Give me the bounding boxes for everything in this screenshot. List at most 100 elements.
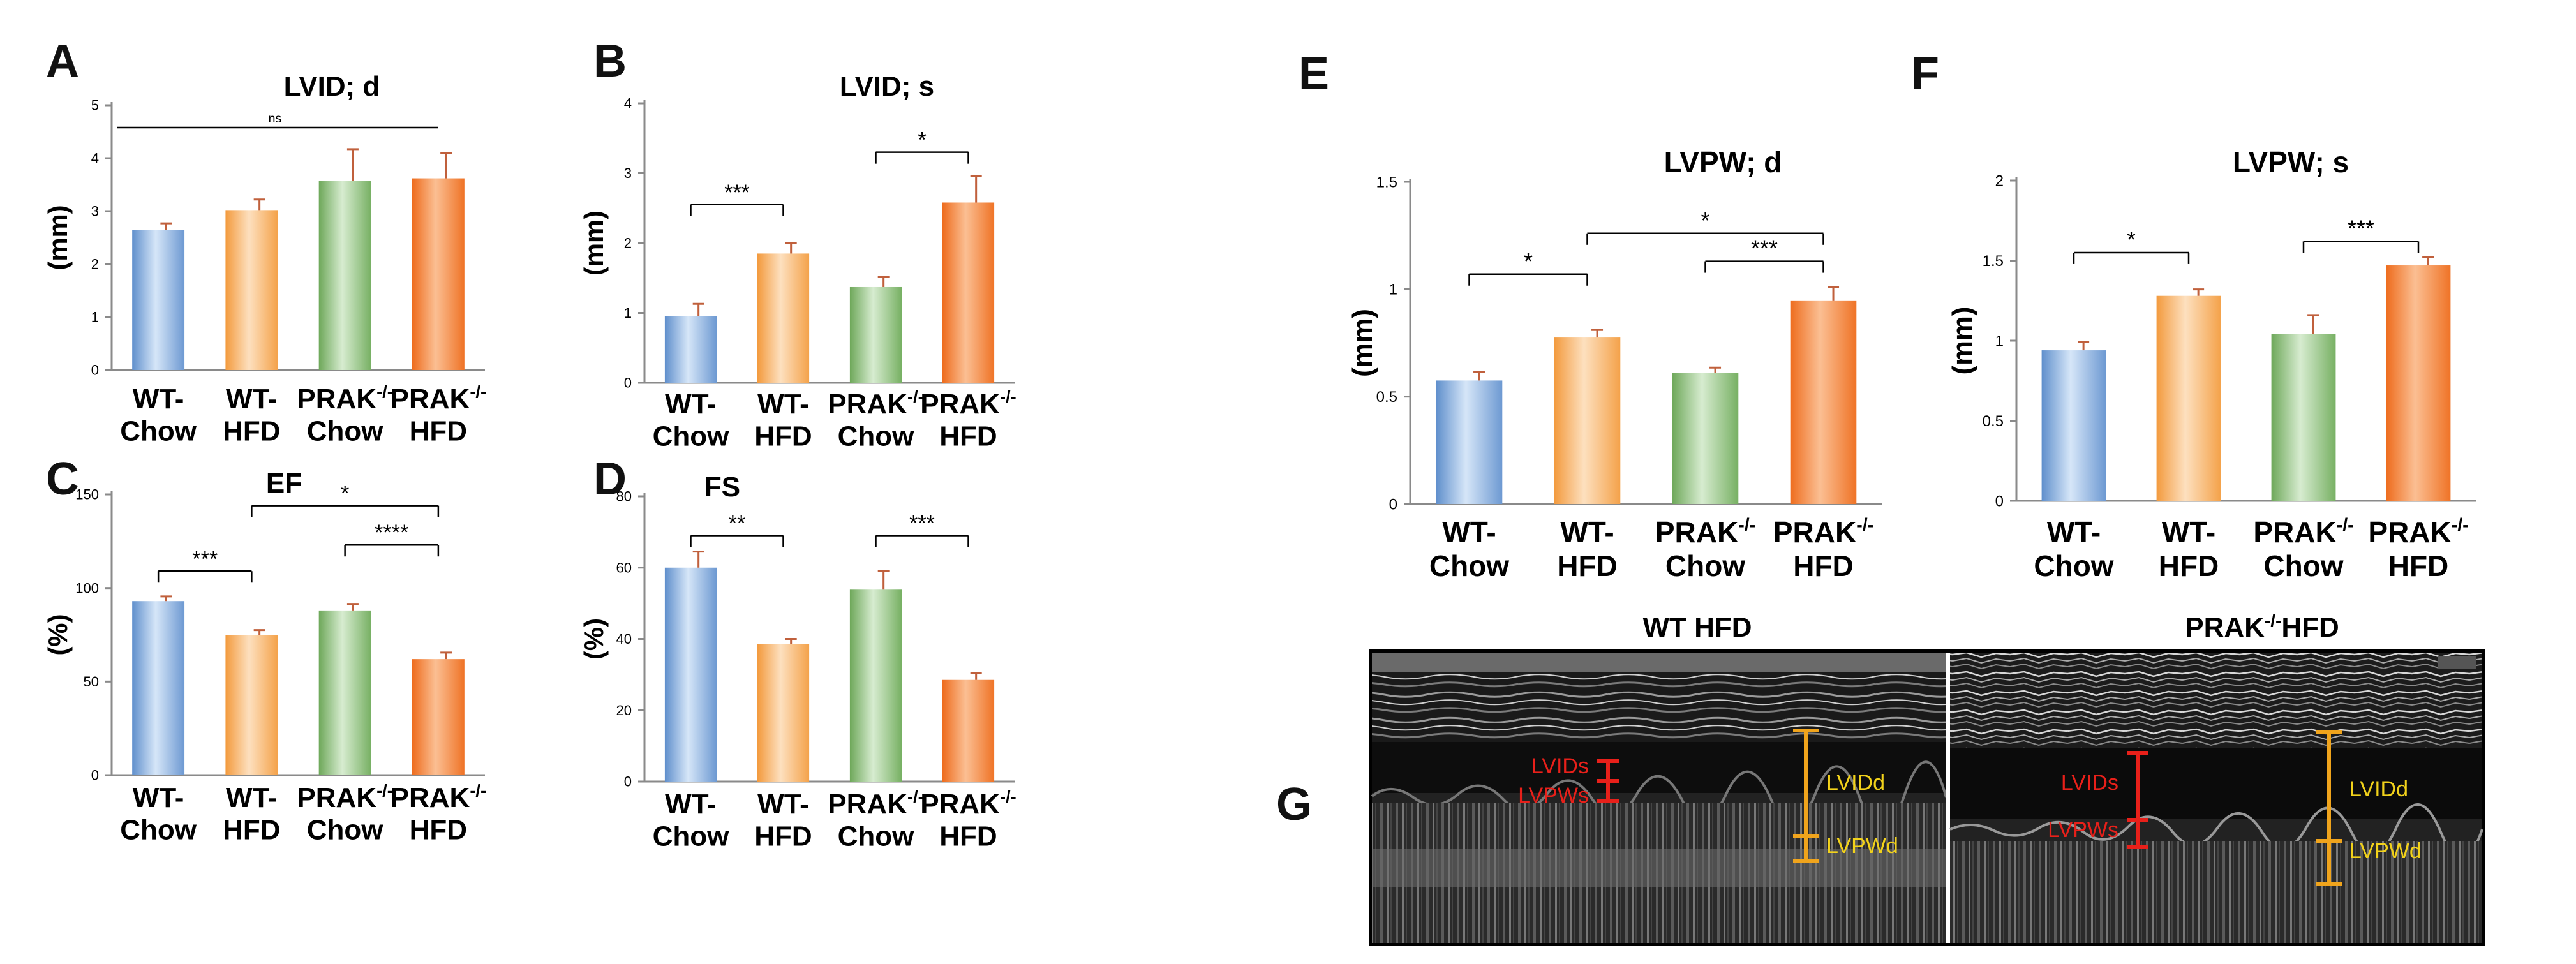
echo-right-title-sup: -/- — [2265, 611, 2281, 630]
echo-panel: WT HFD PRAK-/-HFD — [1369, 611, 2485, 946]
panel-letter-g: G — [1276, 779, 1312, 830]
significance-label: **** — [375, 521, 408, 545]
category-label: HFD — [410, 815, 467, 846]
lvids-label-right: LVIDs — [2061, 771, 2118, 795]
y-tick-label: 40 — [616, 631, 632, 647]
bar-prak-hfd — [412, 659, 465, 775]
y-tick-label: 1.5 — [1983, 253, 2004, 270]
category-label: HFD — [2388, 549, 2449, 582]
category-label: PRAK-/- — [920, 387, 1016, 420]
category-label: Chow — [1429, 549, 1509, 582]
y-tick-label: 1 — [91, 309, 99, 325]
y-tick-label: 150 — [75, 487, 99, 503]
bar-prak-chow — [318, 181, 371, 370]
category-label: Chow — [120, 416, 197, 447]
category-label: Chow — [2034, 549, 2113, 582]
chart-title: EF — [266, 468, 302, 499]
panel-letter-b: B — [593, 36, 627, 87]
echo-divider — [1946, 653, 1950, 943]
bar-prak-hfd — [1790, 300, 1857, 504]
category-label: WT- — [757, 789, 809, 820]
bar-wt-chow — [132, 601, 185, 775]
y-tick-label: 4 — [624, 96, 632, 112]
category-label: PRAK-/- — [828, 787, 923, 820]
bar-wt-hfd — [757, 253, 810, 383]
bar-prak-chow — [1672, 373, 1739, 504]
category-label: PRAK-/- — [2253, 515, 2353, 549]
category-label: WT- — [665, 389, 717, 420]
bar-wt-hfd — [225, 635, 278, 775]
panel-letter-a: A — [46, 36, 79, 87]
category-label: Chow — [2263, 549, 2343, 582]
category-label: PRAK-/- — [828, 387, 923, 420]
category-label: HFD — [223, 416, 280, 447]
significance-label: *** — [1751, 236, 1778, 262]
y-tick-label: 0.5 — [1983, 413, 2004, 430]
echo-left-title: WT HFD — [1642, 612, 1752, 643]
y-tick-label: 0 — [91, 767, 99, 783]
y-tick-label: 3 — [91, 204, 99, 219]
bar-wt-hfd — [225, 210, 278, 370]
bar-prak-chow — [849, 589, 902, 782]
category-label: WT- — [665, 789, 717, 820]
y-axis-label: (mm) — [579, 211, 609, 276]
y-tick-label: 2 — [624, 235, 632, 251]
category-label: Chow — [307, 416, 384, 447]
chart-fs: 020406080(%)FSWT-ChowWT-HFDPRAK-/-ChowPR… — [579, 471, 1016, 852]
y-tick-label: 0 — [624, 375, 632, 391]
category-label: HFD — [939, 821, 997, 852]
echo-image-wt-hfd — [1371, 653, 1947, 943]
category-label: PRAK-/- — [391, 382, 486, 415]
lvidd-marker-left — [1793, 729, 1819, 863]
category-label: Chow — [120, 815, 197, 846]
category-label: HFD — [1557, 549, 1618, 582]
category-label: PRAK-/- — [297, 780, 392, 813]
y-tick-label: 2 — [91, 256, 99, 272]
category-label: WT- — [133, 782, 184, 813]
category-label: Chow — [653, 421, 730, 452]
y-tick-label: 20 — [616, 702, 632, 718]
category-label: HFD — [410, 416, 467, 447]
lvpwd-label-right: LVPWd — [2349, 839, 2422, 863]
significance-label: * — [1524, 249, 1533, 274]
chart-title: LVPW; d — [1664, 145, 1782, 179]
category-label: WT- — [133, 383, 184, 415]
category-label: Chow — [307, 815, 384, 846]
category-label: PRAK-/- — [297, 382, 392, 415]
significance-label: *** — [724, 181, 750, 205]
y-tick-label: 80 — [616, 489, 632, 505]
lvpwd-label-left: LVPWd — [1826, 834, 1898, 858]
category-label: PRAK-/- — [2368, 515, 2468, 549]
y-axis-label: (mm) — [1347, 309, 1378, 377]
y-axis-label: (%) — [43, 614, 73, 655]
bar-prak-hfd — [942, 679, 995, 782]
echo-right-title-tail: HFD — [2281, 612, 2339, 643]
bar-prak-hfd — [942, 202, 995, 383]
chart-title: FS — [704, 471, 740, 503]
significance-label: * — [918, 128, 926, 152]
category-label: HFD — [754, 421, 812, 452]
bar-prak-chow — [2271, 334, 2336, 501]
y-tick-label: 0 — [1389, 496, 1397, 513]
panel-letter-d: D — [593, 454, 627, 505]
bar-prak-hfd — [412, 178, 465, 370]
category-label: HFD — [754, 821, 812, 852]
chart-title: LVID; s — [840, 71, 934, 102]
y-tick-label: 0.5 — [1376, 389, 1397, 406]
bar-wt-hfd — [757, 644, 810, 782]
y-tick-label: 1.5 — [1376, 174, 1397, 191]
y-tick-label: 1 — [1389, 281, 1397, 299]
significance-label: * — [2127, 227, 2136, 253]
y-tick-label: 100 — [75, 580, 99, 596]
bar-wt-chow — [132, 230, 185, 370]
lvidd-marker-right — [2316, 730, 2342, 886]
y-tick-label: 0 — [91, 362, 99, 378]
category-label: PRAK-/- — [920, 787, 1016, 820]
significance-label: ns — [268, 112, 281, 126]
category-label: WT- — [757, 389, 809, 420]
y-tick-label: 1 — [624, 305, 632, 321]
y-axis-label: (mm) — [1947, 307, 1978, 375]
panel-letter-e: E — [1299, 48, 1329, 100]
